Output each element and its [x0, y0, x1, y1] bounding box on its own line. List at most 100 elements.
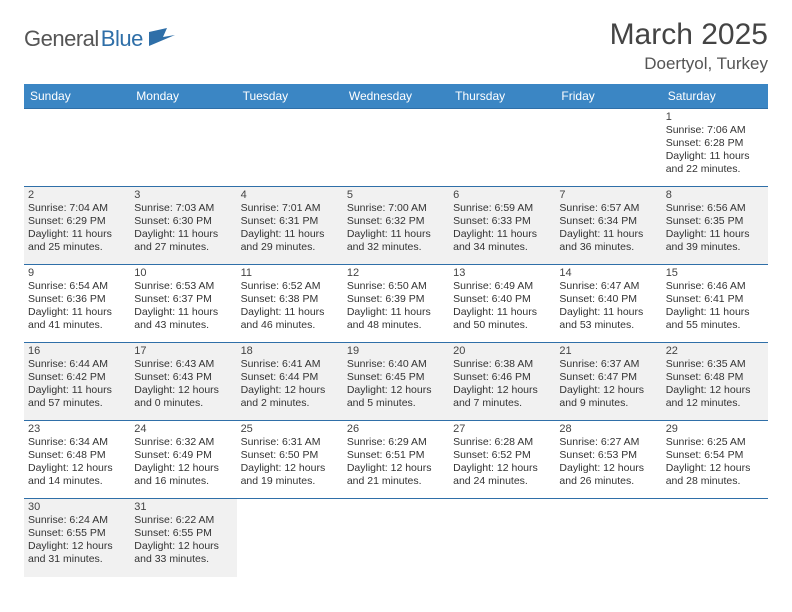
- sunset-line: Sunset: 6:48 PM: [28, 449, 126, 462]
- daylight-line: Daylight: 11 hours and 39 minutes.: [666, 228, 764, 254]
- sunset-line: Sunset: 6:31 PM: [241, 215, 339, 228]
- calendar-cell: 29Sunrise: 6:25 AMSunset: 6:54 PMDayligh…: [662, 421, 768, 499]
- header: General Blue March 2025 Doertyol, Turkey: [24, 18, 768, 74]
- daylight-line: Daylight: 11 hours and 36 minutes.: [559, 228, 657, 254]
- sunrise-line: Sunrise: 6:52 AM: [241, 280, 339, 293]
- calendar-week: 1Sunrise: 7:06 AMSunset: 6:28 PMDaylight…: [24, 109, 768, 187]
- sunset-line: Sunset: 6:50 PM: [241, 449, 339, 462]
- sunrise-line: Sunrise: 7:00 AM: [347, 202, 445, 215]
- calendar-cell: 14Sunrise: 6:47 AMSunset: 6:40 PMDayligh…: [555, 265, 661, 343]
- sunset-line: Sunset: 6:38 PM: [241, 293, 339, 306]
- calendar-cell: 8Sunrise: 6:56 AMSunset: 6:35 PMDaylight…: [662, 187, 768, 265]
- calendar-cell: 28Sunrise: 6:27 AMSunset: 6:53 PMDayligh…: [555, 421, 661, 499]
- sunrise-line: Sunrise: 6:41 AM: [241, 358, 339, 371]
- sunset-line: Sunset: 6:40 PM: [559, 293, 657, 306]
- calendar-cell: 25Sunrise: 6:31 AMSunset: 6:50 PMDayligh…: [237, 421, 343, 499]
- sunset-line: Sunset: 6:40 PM: [453, 293, 551, 306]
- day-number: 23: [28, 423, 126, 435]
- calendar-week: 2Sunrise: 7:04 AMSunset: 6:29 PMDaylight…: [24, 187, 768, 265]
- sunrise-line: Sunrise: 6:49 AM: [453, 280, 551, 293]
- daylight-line: Daylight: 11 hours and 41 minutes.: [28, 306, 126, 332]
- daylight-line: Daylight: 11 hours and 50 minutes.: [453, 306, 551, 332]
- sunset-line: Sunset: 6:39 PM: [347, 293, 445, 306]
- day-number: 30: [28, 501, 126, 513]
- sunrise-line: Sunrise: 6:44 AM: [28, 358, 126, 371]
- daylight-line: Daylight: 11 hours and 34 minutes.: [453, 228, 551, 254]
- calendar-cell: 3Sunrise: 7:03 AMSunset: 6:30 PMDaylight…: [130, 187, 236, 265]
- calendar-grid: Sunday Monday Tuesday Wednesday Thursday…: [24, 84, 768, 577]
- calendar-cell: 6Sunrise: 6:59 AMSunset: 6:33 PMDaylight…: [449, 187, 555, 265]
- sunset-line: Sunset: 6:29 PM: [28, 215, 126, 228]
- calendar-week: 30Sunrise: 6:24 AMSunset: 6:55 PMDayligh…: [24, 499, 768, 577]
- calendar-cell-empty: [449, 109, 555, 187]
- sunrise-line: Sunrise: 6:35 AM: [666, 358, 764, 371]
- calendar-cell: 30Sunrise: 6:24 AMSunset: 6:55 PMDayligh…: [24, 499, 130, 577]
- sunset-line: Sunset: 6:42 PM: [28, 371, 126, 384]
- calendar-cell: 5Sunrise: 7:00 AMSunset: 6:32 PMDaylight…: [343, 187, 449, 265]
- calendar-cell: 17Sunrise: 6:43 AMSunset: 6:43 PMDayligh…: [130, 343, 236, 421]
- daylight-line: Daylight: 12 hours and 2 minutes.: [241, 384, 339, 410]
- sunrise-line: Sunrise: 6:32 AM: [134, 436, 232, 449]
- day-number: 14: [559, 267, 657, 279]
- sunrise-line: Sunrise: 7:06 AM: [666, 124, 764, 137]
- daylight-line: Daylight: 12 hours and 5 minutes.: [347, 384, 445, 410]
- dow-tuesday: Tuesday: [237, 84, 343, 109]
- sunset-line: Sunset: 6:36 PM: [28, 293, 126, 306]
- sunrise-line: Sunrise: 6:57 AM: [559, 202, 657, 215]
- day-number: 15: [666, 267, 764, 279]
- calendar-cell: 12Sunrise: 6:50 AMSunset: 6:39 PMDayligh…: [343, 265, 449, 343]
- title-block: March 2025 Doertyol, Turkey: [610, 18, 768, 74]
- calendar-week: 9Sunrise: 6:54 AMSunset: 6:36 PMDaylight…: [24, 265, 768, 343]
- calendar-cell: 19Sunrise: 6:40 AMSunset: 6:45 PMDayligh…: [343, 343, 449, 421]
- sunset-line: Sunset: 6:55 PM: [28, 527, 126, 540]
- day-number: 24: [134, 423, 232, 435]
- dow-thursday: Thursday: [449, 84, 555, 109]
- daylight-line: Daylight: 12 hours and 31 minutes.: [28, 540, 126, 566]
- sunset-line: Sunset: 6:30 PM: [134, 215, 232, 228]
- sunrise-line: Sunrise: 6:46 AM: [666, 280, 764, 293]
- sunrise-line: Sunrise: 6:54 AM: [28, 280, 126, 293]
- calendar-cell-empty: [130, 109, 236, 187]
- calendar-page: General Blue March 2025 Doertyol, Turkey…: [0, 0, 792, 612]
- sunset-line: Sunset: 6:34 PM: [559, 215, 657, 228]
- sunset-line: Sunset: 6:49 PM: [134, 449, 232, 462]
- day-of-week-row: Sunday Monday Tuesday Wednesday Thursday…: [24, 84, 768, 109]
- daylight-line: Daylight: 12 hours and 16 minutes.: [134, 462, 232, 488]
- sunset-line: Sunset: 6:28 PM: [666, 137, 764, 150]
- sunrise-line: Sunrise: 6:56 AM: [666, 202, 764, 215]
- sunrise-line: Sunrise: 6:50 AM: [347, 280, 445, 293]
- calendar-cell: 18Sunrise: 6:41 AMSunset: 6:44 PMDayligh…: [237, 343, 343, 421]
- calendar-cell: 21Sunrise: 6:37 AMSunset: 6:47 PMDayligh…: [555, 343, 661, 421]
- day-number: 20: [453, 345, 551, 357]
- sunset-line: Sunset: 6:53 PM: [559, 449, 657, 462]
- calendar-cell-empty: [343, 499, 449, 577]
- daylight-line: Daylight: 11 hours and 25 minutes.: [28, 228, 126, 254]
- daylight-line: Daylight: 11 hours and 27 minutes.: [134, 228, 232, 254]
- day-number: 18: [241, 345, 339, 357]
- calendar-cell: 10Sunrise: 6:53 AMSunset: 6:37 PMDayligh…: [130, 265, 236, 343]
- daylight-line: Daylight: 12 hours and 28 minutes.: [666, 462, 764, 488]
- calendar-cell: 1Sunrise: 7:06 AMSunset: 6:28 PMDaylight…: [662, 109, 768, 187]
- logo-text-blue: Blue: [101, 26, 143, 52]
- sunrise-line: Sunrise: 6:53 AM: [134, 280, 232, 293]
- sunrise-line: Sunrise: 7:01 AM: [241, 202, 339, 215]
- sunset-line: Sunset: 6:32 PM: [347, 215, 445, 228]
- dow-friday: Friday: [555, 84, 661, 109]
- sunset-line: Sunset: 6:37 PM: [134, 293, 232, 306]
- sunset-line: Sunset: 6:45 PM: [347, 371, 445, 384]
- month-title: March 2025: [610, 18, 768, 52]
- daylight-line: Daylight: 12 hours and 21 minutes.: [347, 462, 445, 488]
- daylight-line: Daylight: 12 hours and 26 minutes.: [559, 462, 657, 488]
- sunrise-line: Sunrise: 7:04 AM: [28, 202, 126, 215]
- sunset-line: Sunset: 6:44 PM: [241, 371, 339, 384]
- sunset-line: Sunset: 6:52 PM: [453, 449, 551, 462]
- day-number: 9: [28, 267, 126, 279]
- day-number: 12: [347, 267, 445, 279]
- logo: General Blue: [24, 26, 175, 52]
- sunrise-line: Sunrise: 6:28 AM: [453, 436, 551, 449]
- daylight-line: Daylight: 11 hours and 46 minutes.: [241, 306, 339, 332]
- day-number: 21: [559, 345, 657, 357]
- daylight-line: Daylight: 11 hours and 48 minutes.: [347, 306, 445, 332]
- sunrise-line: Sunrise: 6:29 AM: [347, 436, 445, 449]
- calendar-cell-empty: [24, 109, 130, 187]
